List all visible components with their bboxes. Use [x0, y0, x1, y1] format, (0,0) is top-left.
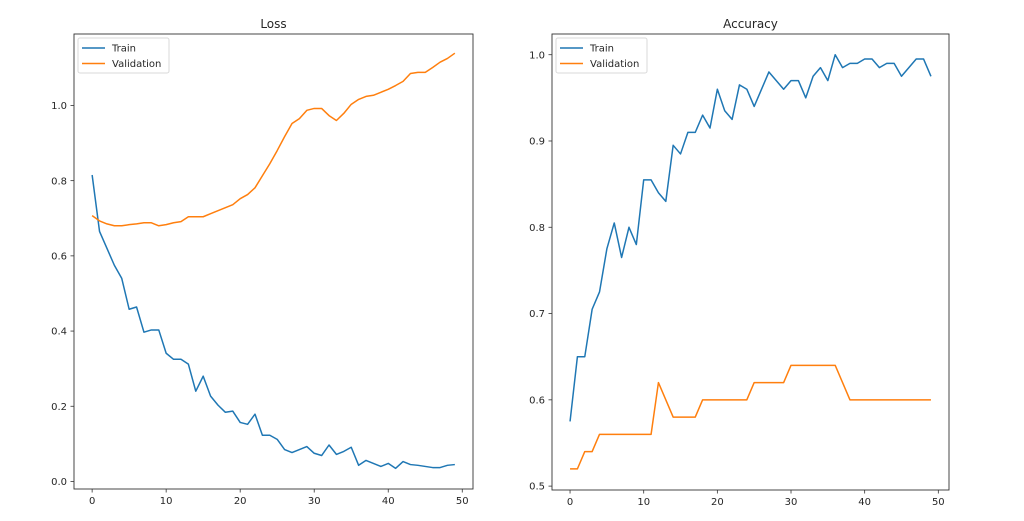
legend: Train Validation: [555, 37, 648, 74]
series-train-line: [91, 174, 455, 470]
plot-area: [552, 34, 949, 490]
legend-train-label: Train: [111, 44, 136, 55]
x-tick-label: 40: [382, 496, 395, 507]
x-tick-label: 20: [234, 496, 247, 507]
chart-title: Loss: [260, 17, 286, 31]
y-tick-label: 0.4: [51, 327, 67, 338]
series-validation-line: [91, 52, 456, 227]
axes-frame: [73, 33, 474, 490]
axes-frame: [551, 33, 950, 491]
x-tick-label: 40: [858, 497, 871, 508]
series-validation-line: [570, 364, 931, 470]
y-tick-label: 0.8: [51, 176, 67, 187]
x-tick-label: 10: [637, 497, 650, 508]
y-tick-label: 1.0: [51, 101, 67, 112]
legend-validation-label: Validation: [112, 59, 161, 70]
legend-train-label: Train: [589, 44, 614, 55]
y-tick-label: 0.0: [51, 477, 67, 488]
y-tick-label: 0.5: [529, 482, 545, 493]
x-tick-label: 30: [308, 496, 321, 507]
x-tick-label: 0: [567, 497, 573, 508]
legend-validation-label: Validation: [590, 59, 639, 70]
y-tick-label: 0.7: [529, 309, 545, 320]
y-tick-label: 0.6: [51, 251, 67, 262]
y-tick-label: 0.6: [529, 395, 545, 406]
x-tick-label: 10: [160, 496, 173, 507]
x-tick-label: 20: [711, 497, 724, 508]
y-tick-label: 0.8: [529, 223, 545, 234]
plot-area: [74, 34, 473, 489]
chart-title: Accuracy: [723, 17, 778, 31]
accuracy-chart: Accuracy 0 10 20 30 40 50 0.5 0.6 0.7 0.8 0.9 1.0 Tra…: [529, 17, 950, 508]
legend: Train Validation: [77, 37, 170, 74]
y-tick-label: 1.0: [529, 50, 545, 61]
x-tick-label: 50: [456, 496, 469, 507]
x-tick-label: 30: [785, 497, 798, 508]
loss-chart: Loss 0 10 20 30 40 50 0.0 0.2 0.4 0.6 0.8 1.0 Train Va…: [51, 17, 474, 507]
y-tick-label: 0.2: [51, 402, 67, 413]
x-tick-label: 50: [932, 497, 945, 508]
x-tick-label: 0: [89, 496, 95, 507]
series-train-line: [569, 53, 932, 422]
y-tick-label: 0.9: [529, 137, 545, 148]
